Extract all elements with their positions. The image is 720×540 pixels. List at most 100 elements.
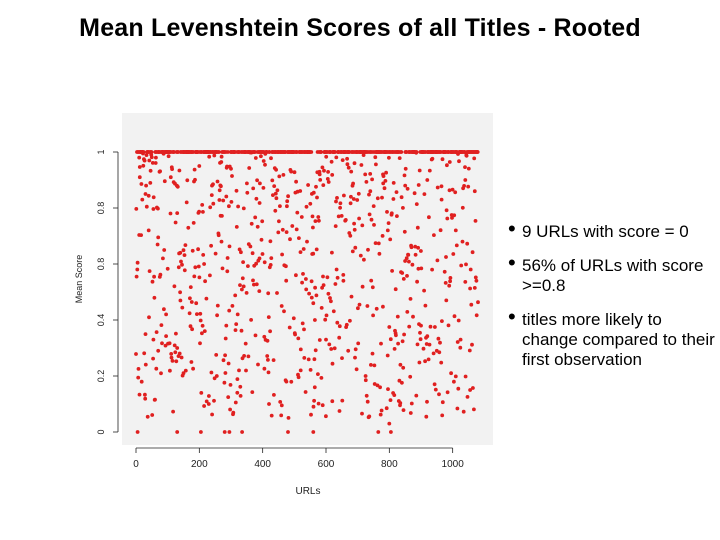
data-point xyxy=(194,301,199,306)
data-point xyxy=(168,175,173,180)
data-point xyxy=(179,355,184,360)
data-point xyxy=(365,399,370,404)
data-point xyxy=(395,314,400,319)
data-point xyxy=(279,403,284,408)
data-point xyxy=(204,296,209,301)
data-point xyxy=(310,214,315,219)
data-point xyxy=(318,178,323,182)
data-point xyxy=(456,318,461,323)
data-point xyxy=(413,244,418,249)
data-point xyxy=(140,197,145,202)
data-point xyxy=(229,200,234,204)
data-point xyxy=(468,286,472,291)
data-point xyxy=(203,279,208,284)
bullet-item: 56% of URLs with score >=0.8 xyxy=(508,253,718,296)
data-point xyxy=(333,224,338,229)
data-point xyxy=(326,291,331,296)
data-point xyxy=(265,354,270,358)
data-point xyxy=(267,402,271,406)
data-point xyxy=(368,172,373,176)
data-point xyxy=(222,380,227,385)
data-point xyxy=(439,360,444,365)
data-point xyxy=(156,206,160,211)
data-point xyxy=(402,173,407,178)
data-point xyxy=(450,187,455,192)
data-point xyxy=(184,200,189,205)
data-point xyxy=(407,259,411,264)
data-point xyxy=(311,301,316,306)
data-point xyxy=(360,411,364,416)
data-point xyxy=(358,253,363,258)
data-point xyxy=(186,225,191,230)
data-point xyxy=(269,256,274,260)
data-point xyxy=(181,248,186,253)
data-point xyxy=(302,327,306,332)
data-point xyxy=(181,371,186,376)
data-point xyxy=(351,181,355,186)
data-point xyxy=(207,154,212,159)
data-point xyxy=(415,225,420,230)
data-point xyxy=(150,279,155,284)
data-point xyxy=(259,237,264,242)
data-point xyxy=(216,233,221,238)
data-point xyxy=(380,234,385,238)
data-point xyxy=(204,399,209,404)
data-point xyxy=(180,305,185,310)
data-point xyxy=(222,430,227,434)
data-point xyxy=(214,353,219,357)
data-point xyxy=(448,276,453,280)
data-point xyxy=(329,299,333,304)
data-point xyxy=(304,287,309,292)
data-point xyxy=(268,263,273,267)
data-point xyxy=(423,303,428,308)
data-point xyxy=(256,362,260,367)
data-point xyxy=(340,398,345,403)
data-point xyxy=(384,170,388,175)
data-point xyxy=(454,243,459,248)
data-point xyxy=(374,306,379,311)
data-point xyxy=(201,210,205,214)
data-point xyxy=(472,407,476,412)
data-point xyxy=(235,390,240,395)
data-point xyxy=(378,412,383,417)
data-point xyxy=(141,150,146,154)
y-tick-label: 0.8 xyxy=(96,258,106,271)
data-point xyxy=(443,281,448,285)
data-point xyxy=(403,183,408,188)
data-point xyxy=(308,368,313,372)
data-point xyxy=(363,374,368,378)
data-point xyxy=(357,216,361,221)
data-point xyxy=(314,293,319,298)
data-point xyxy=(317,338,322,342)
data-point xyxy=(212,153,217,158)
data-point xyxy=(188,285,193,289)
data-point xyxy=(254,282,259,287)
data-point xyxy=(149,150,154,154)
data-point xyxy=(402,229,407,234)
data-point xyxy=(298,347,303,352)
data-point xyxy=(174,331,178,336)
data-point xyxy=(333,282,338,286)
data-point xyxy=(296,336,301,341)
data-point xyxy=(295,210,300,215)
data-point xyxy=(147,269,152,273)
data-point xyxy=(349,169,354,174)
data-point xyxy=(160,341,164,346)
data-point xyxy=(440,319,444,323)
data-point xyxy=(341,273,346,277)
data-point xyxy=(338,205,342,210)
data-point xyxy=(387,421,392,426)
data-point xyxy=(329,347,334,351)
data-point xyxy=(376,430,381,434)
data-point xyxy=(345,162,350,167)
data-point xyxy=(220,214,224,218)
data-point xyxy=(313,318,317,322)
data-point xyxy=(388,337,393,342)
data-point xyxy=(175,430,180,434)
data-point xyxy=(154,155,158,160)
x-axis: 0 200 400 600 800 1000 xyxy=(133,447,464,470)
data-point xyxy=(189,360,194,364)
data-point xyxy=(166,154,171,159)
data-point xyxy=(426,357,431,362)
